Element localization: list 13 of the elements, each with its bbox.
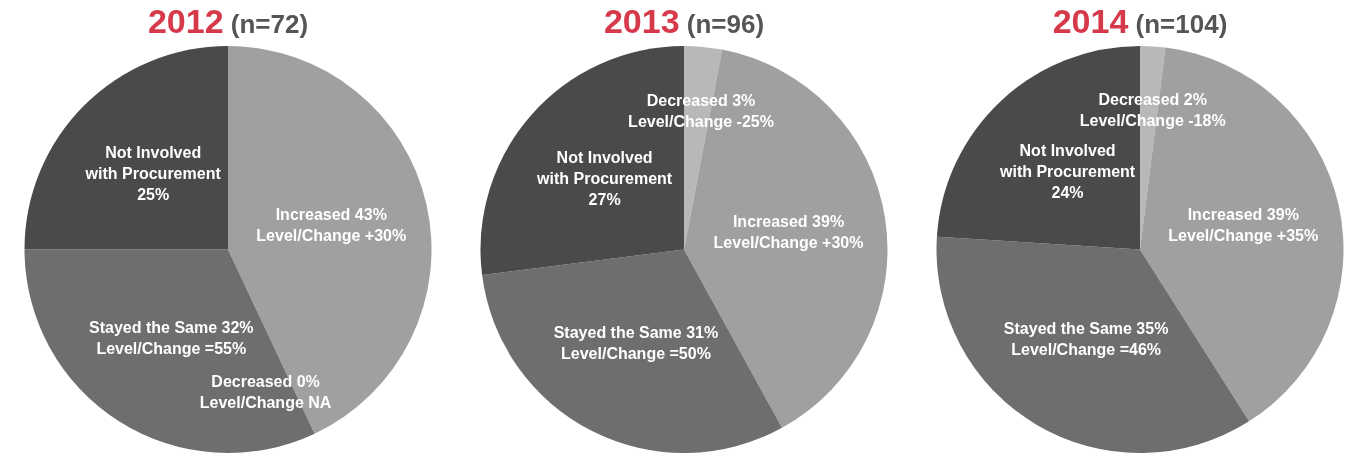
data-label: Not Involved with Procurement 24% <box>998 141 1136 201</box>
data-label: Stayed the Same 32% Level/Change =55% <box>89 318 254 357</box>
data-label: Increased 39% Level/Change +30% <box>713 212 864 251</box>
data-label: Increased 43% Level/Change +30% <box>256 206 407 245</box>
data-label: Not Involved with Procurement 25% <box>84 144 222 204</box>
data-label: Stayed the Same 31% Level/Change =50% <box>553 323 719 362</box>
chart-title: 2013 (n=96) <box>603 2 765 40</box>
data-label: Not Involved with Procurement 27% <box>536 148 673 208</box>
text: Decreased 0% Level/Change NA <box>199 373 332 412</box>
chart-title: 2014 (n=104) <box>1052 2 1228 40</box>
data-label: Increased 39% Level/Change +35% <box>1168 206 1319 245</box>
data-label: Stayed the Same 35% Level/Change =46% <box>1003 320 1169 359</box>
chart-title: 2012 (n=72) <box>147 2 309 40</box>
